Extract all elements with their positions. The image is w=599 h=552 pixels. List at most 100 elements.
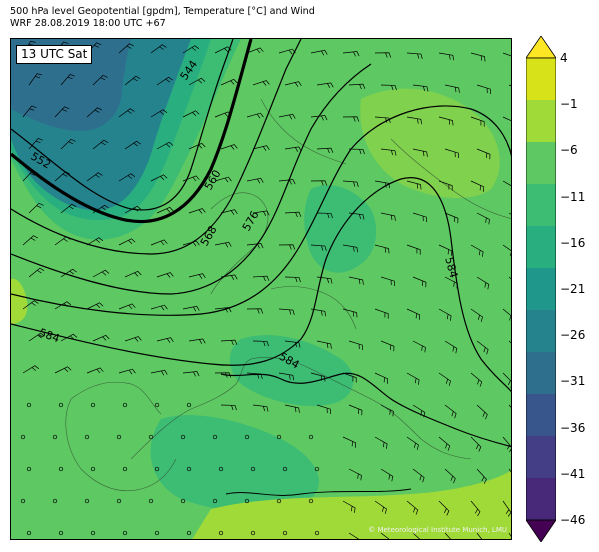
colorbar-cell — [526, 268, 556, 311]
wind-barb — [252, 210, 270, 217]
wind-barb — [476, 404, 488, 420]
wind-calm-marker — [250, 466, 256, 472]
wind-barb — [278, 308, 295, 315]
wind-barb — [406, 116, 423, 125]
wind-calm-marker — [276, 434, 282, 440]
wind-barb — [476, 276, 490, 290]
wind-calm-marker — [148, 498, 154, 504]
wind-barb — [406, 372, 420, 385]
wind-calm-marker — [308, 498, 314, 504]
colorbar-cell — [526, 142, 556, 185]
wind-barb — [150, 44, 167, 54]
map-header: 500 hPa level Geopotential [gpdm], Tempe… — [10, 6, 315, 29]
wind-barb — [502, 180, 511, 192]
wind-barb — [118, 173, 136, 182]
wind-barb — [246, 372, 263, 379]
wind-barb — [444, 148, 460, 159]
wind-barb — [476, 532, 483, 539]
wind-barb — [444, 84, 460, 93]
contour-576 — [11, 105, 511, 316]
wind-barb — [470, 244, 484, 257]
wind-barb — [406, 500, 419, 515]
wind-barb — [156, 337, 174, 343]
wind-barb — [316, 276, 333, 284]
wind-barb — [316, 147, 334, 154]
wind-calm-marker — [116, 498, 122, 504]
wind-barb — [188, 208, 206, 214]
wind-barb — [374, 308, 389, 319]
wind-calm-marker — [20, 498, 26, 504]
wind-barb — [444, 276, 458, 289]
wind-barb — [252, 340, 269, 347]
wind-barb — [246, 308, 264, 314]
wind-barb — [406, 244, 421, 255]
wind-barb — [278, 113, 296, 120]
wind-barb — [476, 212, 490, 225]
wind-barb — [502, 436, 511, 453]
wind-barb — [220, 209, 238, 215]
wind-barb — [214, 241, 232, 248]
wind-barb — [502, 244, 511, 256]
wind-calm-marker — [52, 434, 58, 440]
wind-barb — [310, 180, 328, 186]
contour-588-south — [225, 488, 412, 496]
wind-barb — [156, 141, 174, 150]
wind-barb — [406, 52, 423, 59]
wind-barb — [310, 372, 326, 382]
wind-barb — [28, 137, 43, 150]
wind-barb — [380, 148, 397, 156]
temperature-patch-atlantic-warm — [11, 278, 28, 324]
wind-barb — [316, 82, 334, 89]
wind-barb — [220, 404, 237, 411]
wind-barb — [214, 307, 232, 313]
wind-barb — [476, 84, 492, 95]
wind-calm-marker — [90, 402, 96, 408]
wind-calm-marker — [52, 498, 58, 504]
wind-calm-marker — [26, 530, 32, 536]
wind-barb — [220, 274, 238, 281]
wind-calm-marker — [250, 530, 256, 536]
wind-barb — [502, 500, 511, 517]
wind-barb — [406, 180, 422, 190]
wind-barb — [284, 211, 302, 218]
wind-calm-marker — [186, 466, 192, 472]
wind-barb — [476, 148, 491, 160]
wind-calm-marker — [212, 498, 218, 504]
colorbar-cell — [526, 184, 556, 227]
wind-barb — [342, 180, 359, 187]
wind-barb — [246, 243, 264, 249]
wind-barb — [60, 268, 77, 278]
colorbar-cells — [526, 36, 556, 542]
wind-barb — [374, 180, 391, 189]
wind-barb — [150, 304, 168, 311]
wind-barb — [502, 116, 511, 122]
wind-barb — [284, 404, 300, 413]
wind-barb — [60, 73, 75, 86]
wind-barb — [28, 267, 45, 278]
colorbar-cell — [526, 100, 556, 143]
wind-barb — [92, 269, 110, 278]
wind-barb — [412, 276, 427, 288]
wind-barb — [86, 107, 103, 118]
wind-barb — [316, 340, 332, 349]
wind-barb — [444, 340, 458, 354]
wind-calm-marker — [180, 434, 186, 440]
wind-barb — [214, 46, 232, 54]
colorbar-tick-label: −31 — [560, 374, 586, 389]
wind-barb — [86, 237, 104, 246]
wind-barb — [374, 436, 388, 449]
wind-barb — [284, 146, 302, 153]
wind-barb — [252, 145, 270, 151]
map-panel: 544 552 560 568 576 584 584 584 — [10, 38, 512, 540]
wind-barb — [348, 532, 360, 539]
wind-calm-marker — [58, 402, 64, 408]
run-time-label: 13 UTC Sat — [16, 45, 93, 64]
wind-barb — [284, 340, 301, 348]
wind-calm-marker — [26, 402, 32, 408]
wind-calm-marker — [26, 466, 32, 472]
colorbar-extend-top — [526, 36, 556, 59]
wind-barb — [188, 77, 206, 86]
colorbar-tick-label: −6 — [560, 143, 578, 158]
temperature-patch-alps — [229, 335, 354, 407]
wind-barb — [438, 308, 452, 321]
